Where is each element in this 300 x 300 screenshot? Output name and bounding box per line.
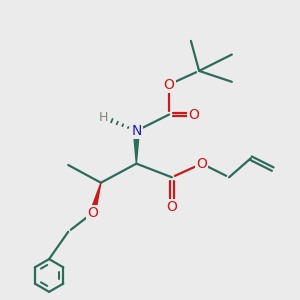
Text: O: O: [196, 157, 207, 171]
Text: O: O: [87, 206, 98, 220]
Polygon shape: [90, 183, 101, 213]
Text: O: O: [188, 107, 199, 122]
Text: N: N: [131, 124, 142, 138]
Text: H: H: [99, 111, 108, 124]
Text: O: O: [167, 200, 177, 214]
Text: O: O: [164, 77, 175, 92]
Polygon shape: [134, 131, 140, 164]
